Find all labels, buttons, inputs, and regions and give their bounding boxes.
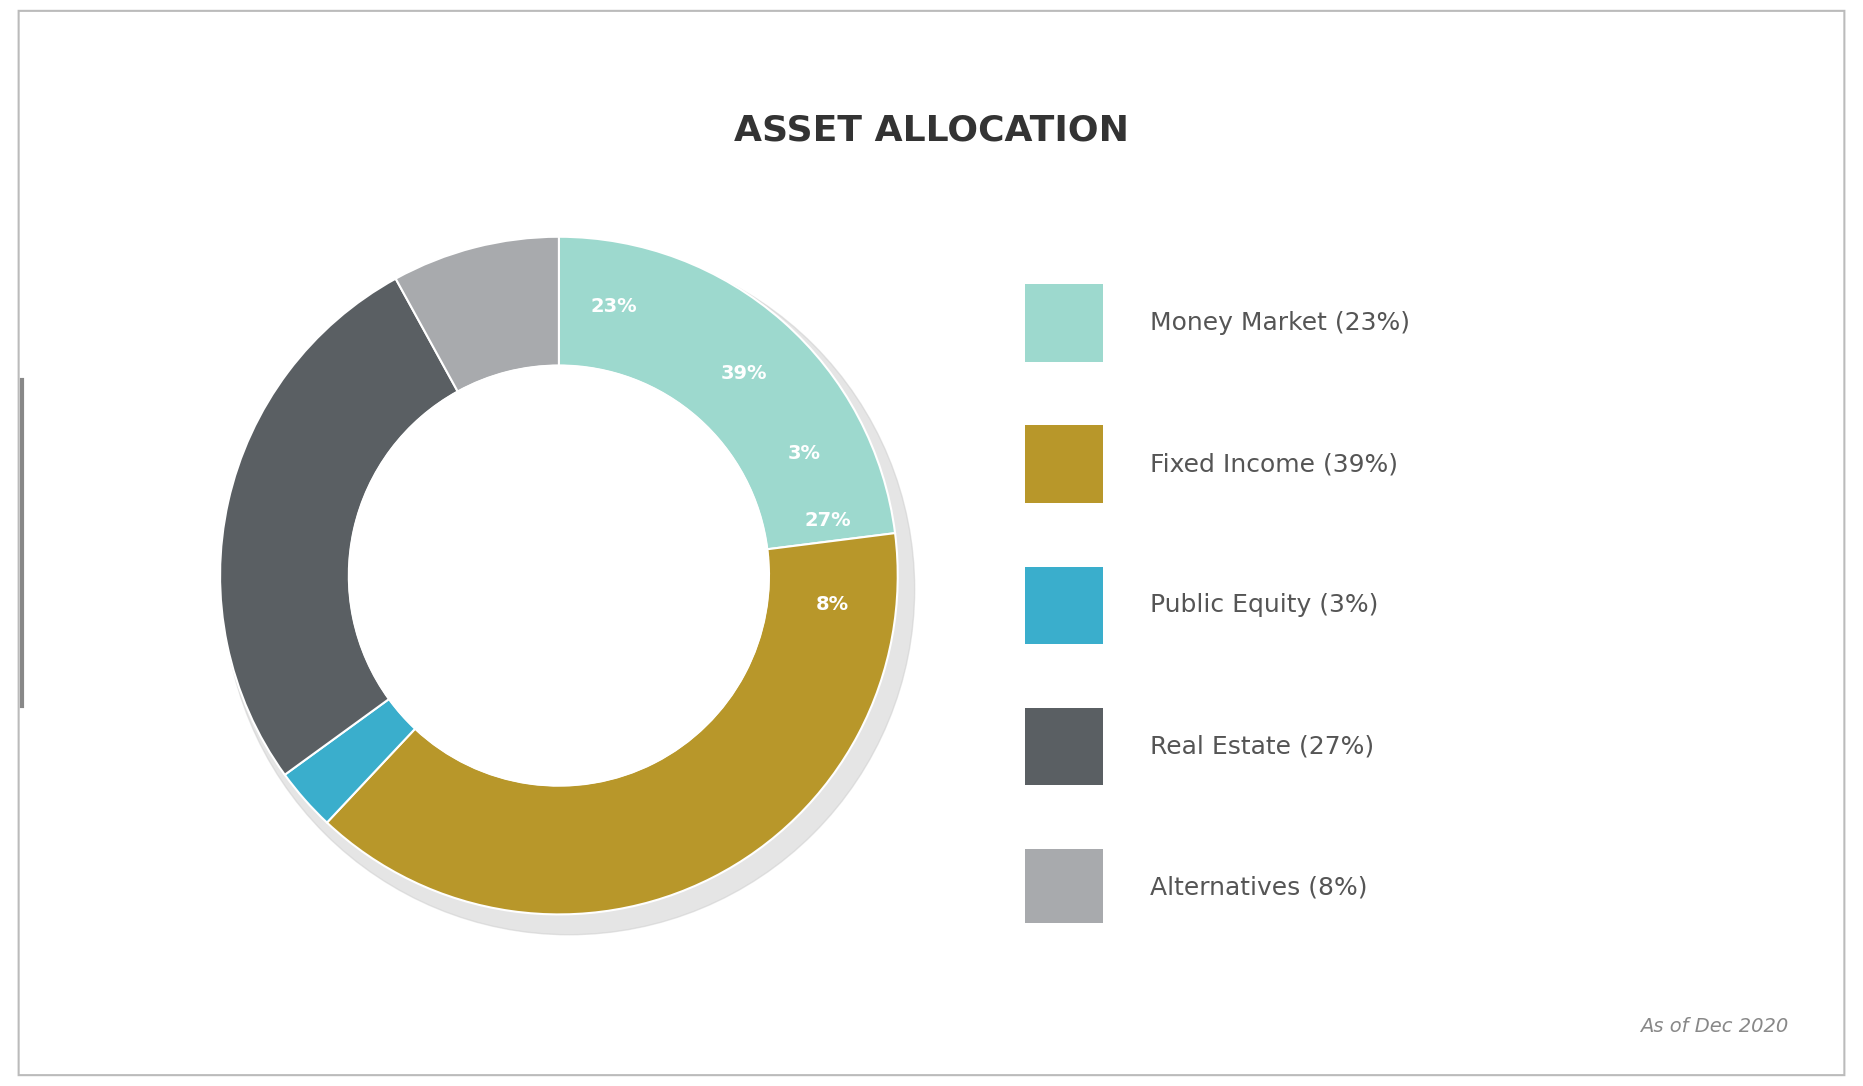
- Text: Alternatives (8%): Alternatives (8%): [1149, 875, 1367, 900]
- Wedge shape: [285, 699, 415, 822]
- Text: 39%: 39%: [721, 364, 768, 382]
- FancyBboxPatch shape: [1025, 426, 1103, 503]
- Text: ASSET ALLOCATION: ASSET ALLOCATION: [734, 113, 1129, 148]
- Circle shape: [224, 243, 915, 935]
- Text: Fixed Income (39%): Fixed Income (39%): [1149, 452, 1397, 477]
- Wedge shape: [395, 237, 559, 391]
- Wedge shape: [326, 533, 898, 914]
- FancyBboxPatch shape: [1025, 285, 1103, 362]
- FancyBboxPatch shape: [1025, 708, 1103, 785]
- Text: 3%: 3%: [788, 443, 822, 463]
- FancyBboxPatch shape: [1025, 567, 1103, 644]
- Text: Real Estate (27%): Real Estate (27%): [1149, 734, 1375, 759]
- Text: Money Market (23%): Money Market (23%): [1149, 311, 1410, 336]
- Text: 23%: 23%: [591, 298, 637, 316]
- FancyBboxPatch shape: [1025, 849, 1103, 926]
- Circle shape: [348, 366, 769, 785]
- Wedge shape: [559, 237, 894, 550]
- Text: 27%: 27%: [805, 512, 851, 530]
- Text: Public Equity (3%): Public Equity (3%): [1149, 593, 1379, 618]
- Text: As of Dec 2020: As of Dec 2020: [1639, 1016, 1788, 1036]
- Wedge shape: [220, 279, 458, 774]
- Text: 8%: 8%: [816, 595, 848, 614]
